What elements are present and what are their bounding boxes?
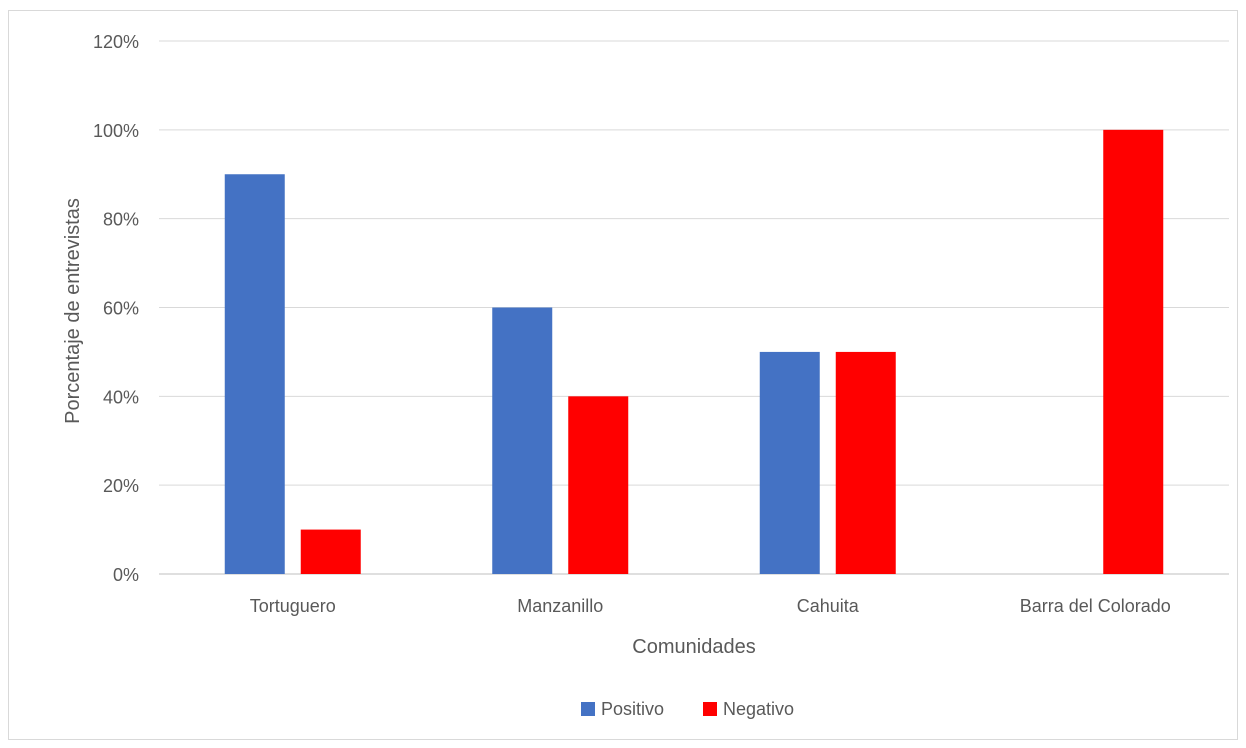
bar-chart: 0% 20% 40% 60% 80% 100% 120% Tortuguero Manzani… <box>62 32 1229 719</box>
bar-positivo <box>492 307 553 574</box>
y-axis-label: Porcentaje de entrevistas <box>62 198 84 424</box>
bar-positivo <box>224 174 285 574</box>
y-tick-label: 120% <box>93 32 139 52</box>
bar-negativo <box>300 529 361 574</box>
legend-swatch <box>581 702 595 716</box>
x-axis-label: Comunidades <box>632 636 755 658</box>
y-tick-label: 20% <box>103 476 139 496</box>
y-tick-label: 60% <box>103 299 139 319</box>
gridlines <box>159 40 1229 575</box>
bar-positivo <box>759 351 820 574</box>
bar-negativo <box>1103 129 1164 574</box>
bars <box>224 129 1164 574</box>
x-tick-label: Tortuguero <box>250 596 336 616</box>
bar-negativo <box>568 396 629 574</box>
y-tick-label: 0% <box>113 565 139 585</box>
y-tick-label: 100% <box>93 121 139 141</box>
legend-label: Positivo <box>601 699 664 719</box>
x-tick-label: Barra del Colorado <box>1020 596 1171 616</box>
y-tick-label: 40% <box>103 387 139 407</box>
y-tick-label: 80% <box>103 210 139 230</box>
x-tick-label: Manzanillo <box>517 596 603 616</box>
legend: Positivo Negativo <box>581 699 794 719</box>
y-tick-labels: 0% 20% 40% 60% 80% 100% 120% <box>93 32 139 585</box>
legend-label: Negativo <box>723 699 794 719</box>
x-tick-label: Cahuita <box>797 596 860 616</box>
bar-negativo <box>835 351 896 574</box>
x-tick-labels: Tortuguero Manzanillo Cahuita Barra del Col… <box>250 596 1171 616</box>
chart-frame: 0% 20% 40% 60% 80% 100% 120% Tortuguero Manzani… <box>8 10 1238 740</box>
legend-swatch <box>703 702 717 716</box>
